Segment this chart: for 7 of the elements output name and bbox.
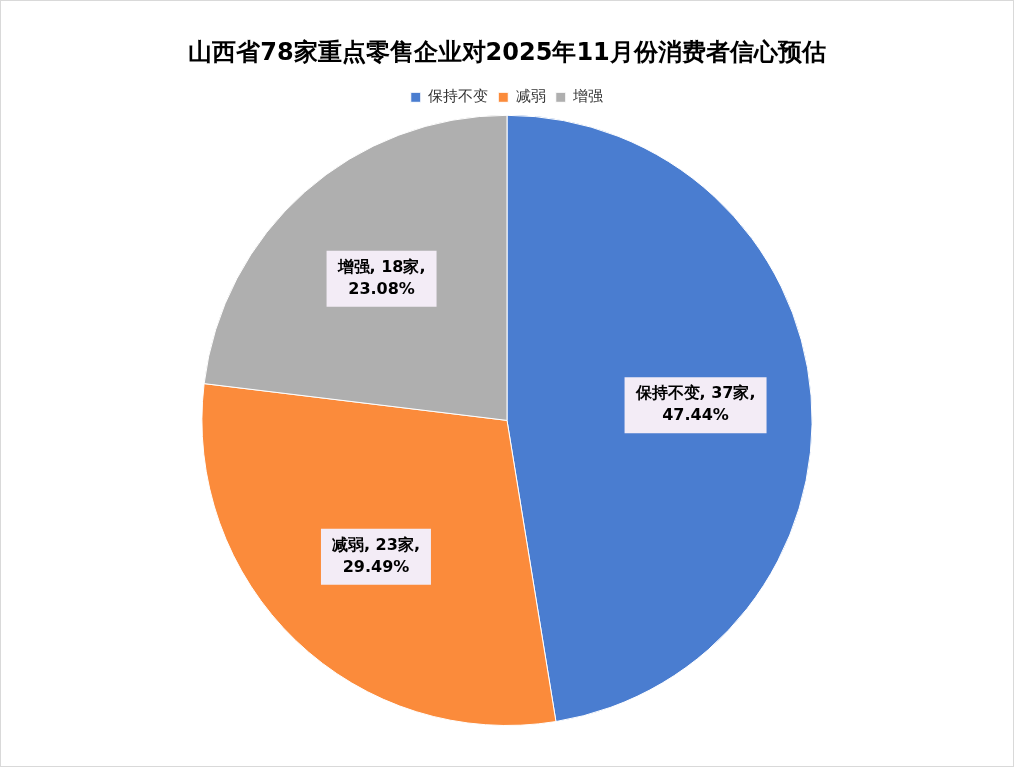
data-label: 增强, 18家, 23.08% xyxy=(336,256,426,298)
legend-label: 保持不变 xyxy=(428,87,489,106)
legend-label: 增强 xyxy=(572,87,604,106)
chart-title: 山西省78家重点零售企业对2025年11月份消费者信心预估 xyxy=(188,37,826,66)
legend-label: 减弱 xyxy=(515,87,546,106)
data-label: 保持不变, 37家, 47.44% xyxy=(634,383,756,425)
data-label: 减弱, 23家, 29.49% xyxy=(331,534,420,576)
